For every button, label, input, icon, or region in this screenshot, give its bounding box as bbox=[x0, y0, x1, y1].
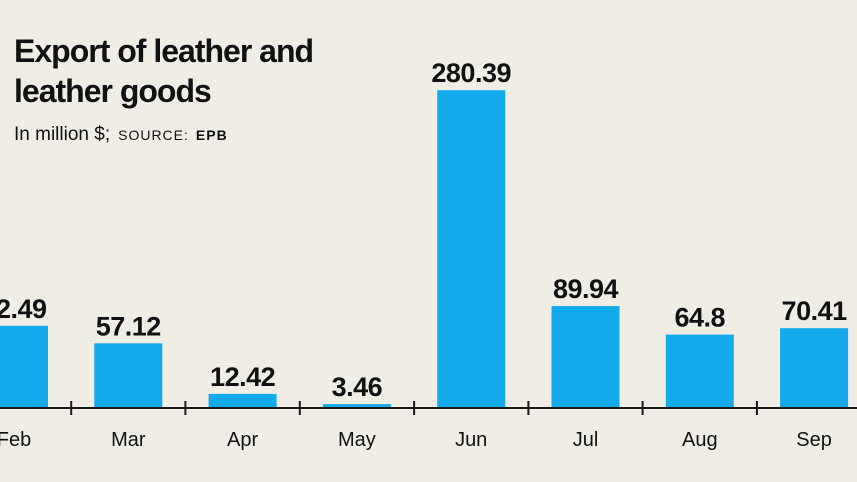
subtitle-source-name: EPB bbox=[196, 127, 228, 143]
value-labels: 72.49 57.12 12.42 3.46 280.39 89.94 64.8 70.41 bbox=[0, 58, 848, 402]
bar-jun bbox=[437, 90, 506, 408]
value-label-apr: 12.42 bbox=[210, 362, 275, 392]
value-label-mar: 57.12 bbox=[96, 311, 161, 341]
bars bbox=[0, 90, 849, 408]
bar-mar bbox=[94, 343, 163, 408]
bar-sep bbox=[780, 328, 849, 408]
tick-label-jun: Jun bbox=[455, 429, 487, 451]
value-label-jul: 89.94 bbox=[553, 274, 619, 304]
chart-title-line-2: leather goods bbox=[14, 73, 211, 109]
tick-label-jul: Jul bbox=[573, 429, 599, 451]
value-label-jun: 280.39 bbox=[431, 58, 511, 88]
bar-aug bbox=[665, 334, 734, 408]
x-axis-ticks bbox=[70, 401, 758, 415]
value-label-feb: 72.49 bbox=[0, 294, 47, 324]
tick-label-aug: Aug bbox=[682, 429, 718, 451]
bar-feb bbox=[0, 325, 48, 408]
x-axis-tick-labels: Feb Mar Apr May Jun Jul Aug Sep bbox=[0, 429, 832, 451]
bar-apr bbox=[208, 393, 277, 408]
chart-title: Export of leather and leather goods bbox=[14, 33, 314, 109]
tick-label-apr: Apr bbox=[227, 429, 258, 451]
bar-may bbox=[322, 404, 391, 408]
subtitle-unit: In million $; bbox=[14, 124, 110, 145]
subtitle-source-label: SOURCE: bbox=[118, 127, 189, 143]
tick-label-feb: Feb bbox=[0, 429, 31, 451]
tick-label-sep: Sep bbox=[796, 429, 832, 451]
tick-label-mar: Mar bbox=[111, 429, 146, 451]
value-label-sep: 70.41 bbox=[782, 296, 848, 326]
chart-subtitle: In million $; SOURCE: EPB bbox=[14, 124, 228, 145]
chart-title-line-1: Export of leather and bbox=[14, 33, 313, 69]
value-label-aug: 64.8 bbox=[675, 303, 726, 333]
tick-label-may: May bbox=[338, 429, 376, 451]
bar-jul bbox=[551, 306, 620, 408]
value-label-may: 3.46 bbox=[332, 372, 383, 402]
